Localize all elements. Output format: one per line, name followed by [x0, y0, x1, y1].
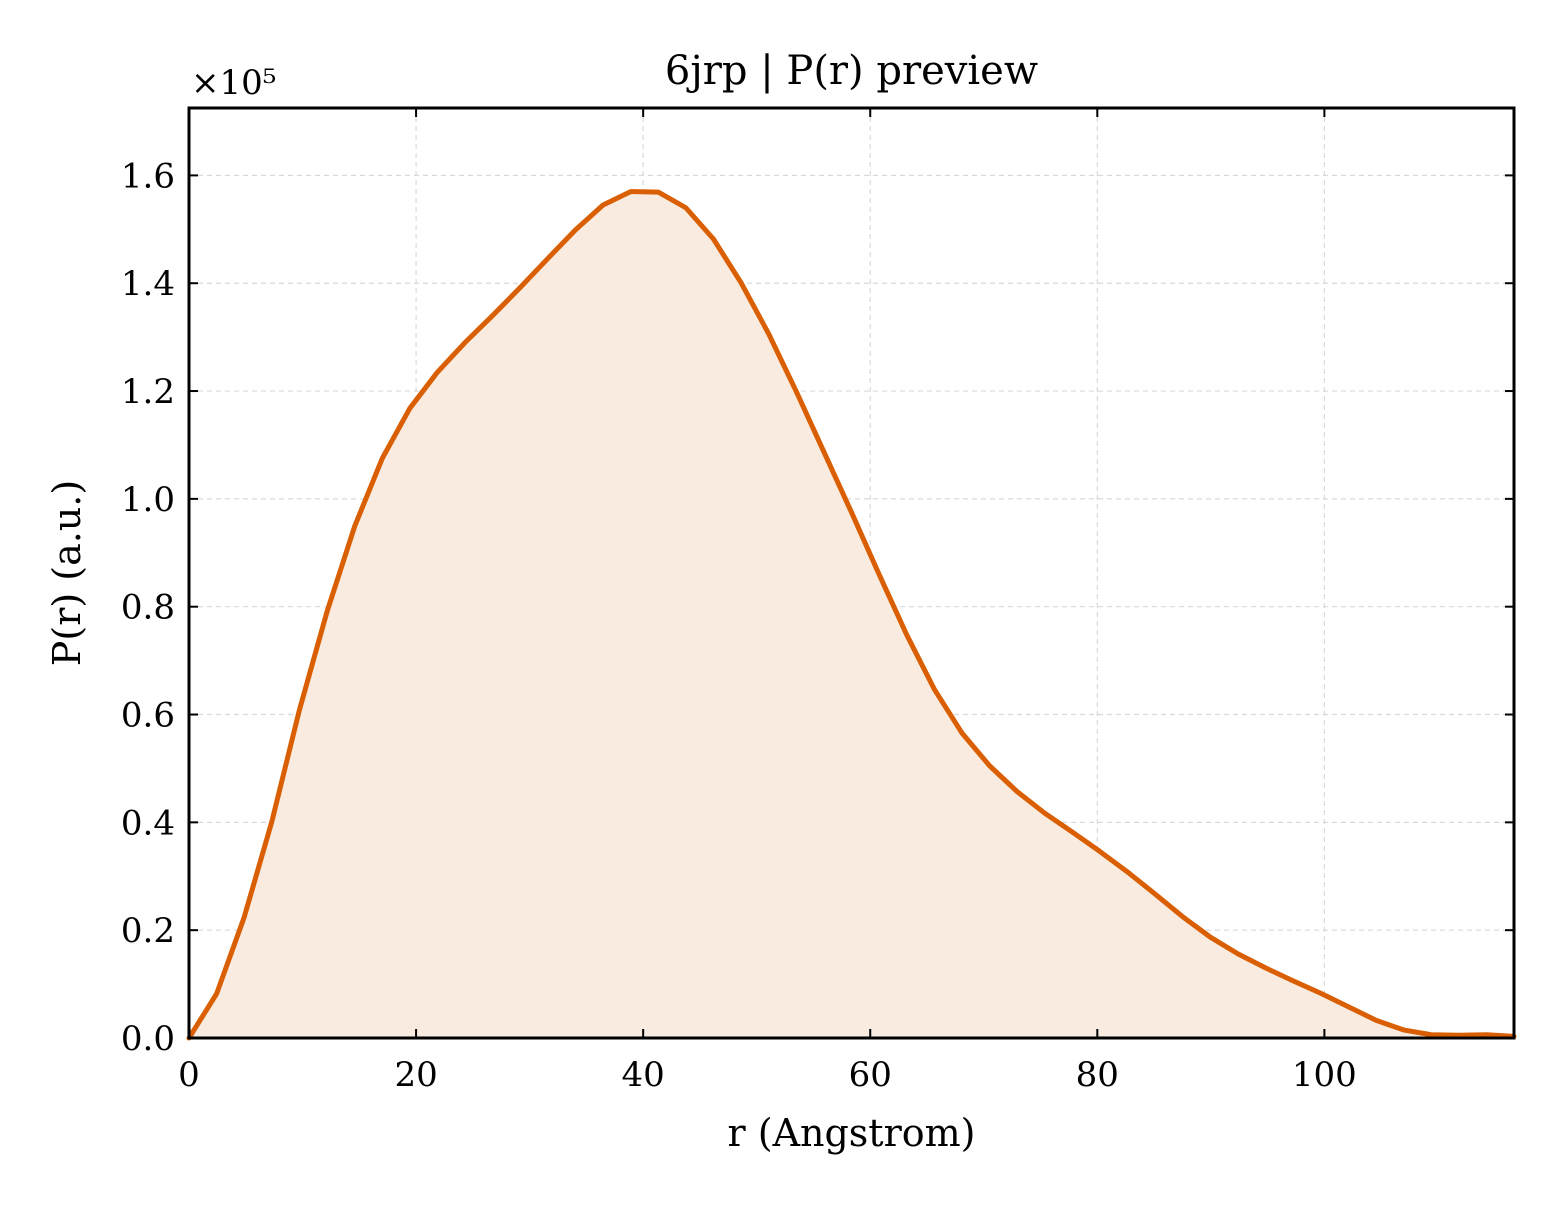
y-axis-label: P(r) (a.u.)	[45, 480, 89, 666]
y-tick-label: 0.4	[121, 803, 175, 843]
x-tick-label: 60	[849, 1055, 892, 1095]
y-tick-label: 1.6	[121, 156, 175, 196]
y-scale-multiplier: ×10⁵	[191, 63, 276, 103]
y-tick-label: 1.4	[121, 264, 175, 304]
y-tick-label: 1.0	[121, 480, 175, 520]
x-tick-label: 0	[178, 1055, 200, 1095]
ticks: 0 20 40 60 80 100 0.0 0.2 0.4 0.6 0.8 1.0 1.2 1.4 1.6	[121, 108, 1514, 1095]
y-tick-label: 0.2	[121, 911, 175, 951]
y-tick-label: 0.0	[121, 1019, 175, 1059]
chart-title: 6jrp | P(r) preview	[665, 48, 1038, 94]
y-tick-label: 0.6	[121, 696, 175, 736]
series-layer	[186, 189, 1517, 1041]
y-tick-label: 1.2	[121, 372, 175, 412]
x-axis-label: r (Angstrom)	[728, 1111, 976, 1155]
x-tick-label: 20	[394, 1055, 437, 1095]
y-tick-label: 0.8	[121, 588, 175, 628]
series-line	[186, 189, 1517, 1041]
x-tick-label: 80	[1076, 1055, 1119, 1095]
x-tick-label: 100	[1292, 1055, 1357, 1095]
plot-frame	[187, 106, 1516, 1040]
x-tick-label: 40	[622, 1055, 665, 1095]
series-area-fill	[189, 191, 1514, 1038]
